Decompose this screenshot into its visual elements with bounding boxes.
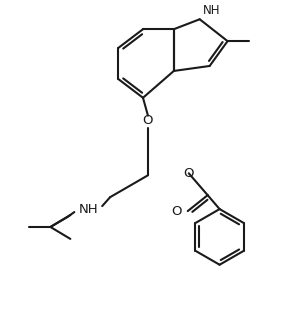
Text: NH: NH bbox=[203, 4, 220, 17]
Text: O: O bbox=[171, 204, 182, 217]
Text: O: O bbox=[143, 114, 153, 127]
Text: O: O bbox=[183, 167, 194, 180]
Text: NH: NH bbox=[78, 203, 98, 215]
